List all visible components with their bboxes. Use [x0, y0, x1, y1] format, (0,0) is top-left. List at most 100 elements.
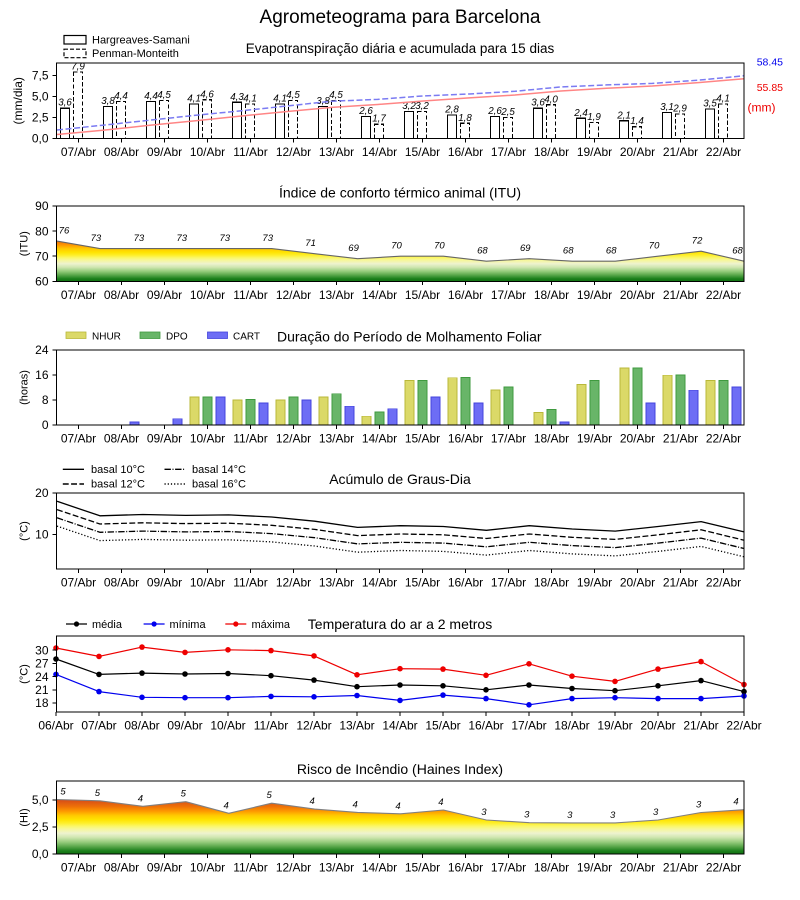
svg-text:4,1: 4,1 — [716, 94, 730, 105]
svg-text:09/Abr: 09/Abr — [147, 145, 182, 159]
svg-text:07/Abr: 07/Abr — [61, 576, 96, 590]
svg-text:68: 68 — [477, 246, 488, 257]
svg-text:basal 16°C: basal 16°C — [192, 479, 246, 491]
svg-text:24: 24 — [35, 670, 49, 684]
svg-text:20/Abr: 20/Abr — [620, 288, 655, 302]
svg-text:3: 3 — [696, 800, 702, 811]
svg-text:08/Abr: 08/Abr — [104, 288, 139, 302]
svg-text:10: 10 — [35, 528, 49, 542]
svg-text:07/Abr: 07/Abr — [81, 719, 116, 733]
svg-text:10/Abr: 10/Abr — [190, 145, 225, 159]
svg-text:55.85: 55.85 — [757, 82, 783, 94]
svg-text:2,1: 2,1 — [616, 110, 631, 121]
svg-text:16/Abr: 16/Abr — [448, 432, 483, 446]
svg-text:máxima: máxima — [252, 619, 291, 631]
svg-text:2,6: 2,6 — [358, 106, 373, 117]
svg-text:76: 76 — [59, 226, 70, 237]
svg-text:10/Abr: 10/Abr — [190, 576, 225, 590]
svg-text:68: 68 — [606, 246, 617, 257]
svg-text:3,2: 3,2 — [415, 101, 429, 112]
svg-text:12/Abr: 12/Abr — [276, 861, 311, 875]
svg-text:5,0: 5,0 — [32, 90, 49, 104]
svg-text:10/Abr: 10/Abr — [190, 432, 225, 446]
svg-text:12/Abr: 12/Abr — [276, 432, 311, 446]
svg-text:4,4: 4,4 — [114, 91, 128, 102]
svg-text:16/Abr: 16/Abr — [448, 288, 483, 302]
svg-text:4,1: 4,1 — [187, 94, 201, 105]
svg-text:10/Abr: 10/Abr — [190, 861, 225, 875]
svg-text:4: 4 — [395, 801, 400, 812]
svg-text:basal 10°C: basal 10°C — [91, 464, 145, 476]
svg-text:18/Abr: 18/Abr — [534, 432, 569, 446]
svg-text:06/Abr: 06/Abr — [38, 719, 73, 733]
svg-text:2,5: 2,5 — [500, 107, 515, 118]
svg-text:72: 72 — [692, 236, 703, 247]
svg-text:4,5: 4,5 — [286, 90, 300, 101]
svg-text:3: 3 — [610, 810, 616, 821]
svg-text:(mm/dia): (mm/dia) — [11, 77, 25, 124]
svg-text:68: 68 — [563, 246, 574, 257]
svg-text:08/Abr: 08/Abr — [124, 719, 159, 733]
svg-text:13/Abr: 13/Abr — [319, 432, 354, 446]
svg-text:15/Abr: 15/Abr — [405, 145, 440, 159]
svg-text:20/Abr: 20/Abr — [640, 719, 675, 733]
svg-text:3: 3 — [653, 807, 659, 818]
svg-text:68: 68 — [732, 246, 743, 257]
svg-text:18/Abr: 18/Abr — [554, 719, 589, 733]
svg-text:15/Abr: 15/Abr — [405, 861, 440, 875]
svg-text:58.45: 58.45 — [757, 57, 783, 69]
svg-text:17/Abr: 17/Abr — [491, 861, 526, 875]
svg-text:7,9: 7,9 — [71, 62, 85, 73]
svg-text:18/Abr: 18/Abr — [534, 861, 569, 875]
svg-text:20/Abr: 20/Abr — [620, 432, 655, 446]
svg-text:4: 4 — [224, 800, 229, 811]
svg-text:08/Abr: 08/Abr — [104, 861, 139, 875]
svg-text:12/Abr: 12/Abr — [276, 288, 311, 302]
svg-text:(horas): (horas) — [19, 370, 31, 405]
svg-text:70: 70 — [649, 241, 660, 252]
svg-text:média: média — [92, 619, 123, 631]
svg-text:4,4: 4,4 — [144, 91, 158, 102]
svg-text:18/Abr: 18/Abr — [534, 576, 569, 590]
svg-text:1,7: 1,7 — [372, 114, 386, 125]
svg-text:60: 60 — [35, 275, 49, 289]
svg-text:2,9: 2,9 — [672, 104, 687, 115]
svg-text:DPO: DPO — [166, 332, 188, 343]
svg-text:12/Abr: 12/Abr — [276, 145, 311, 159]
svg-text:17/Abr: 17/Abr — [491, 432, 526, 446]
svg-text:Evapotranspiração diária e acu: Evapotranspiração diária e acumulada par… — [246, 41, 555, 56]
svg-text:22/Abr: 22/Abr — [726, 719, 761, 733]
svg-text:(mm): (mm) — [748, 100, 776, 114]
svg-text:73: 73 — [177, 233, 188, 244]
svg-text:14/Abr: 14/Abr — [362, 288, 397, 302]
svg-text:30: 30 — [35, 643, 49, 657]
svg-text:14/Abr: 14/Abr — [362, 861, 397, 875]
svg-text:70: 70 — [391, 241, 402, 252]
svg-text:NHUR: NHUR — [92, 332, 121, 343]
svg-text:22/Abr: 22/Abr — [706, 288, 741, 302]
svg-text:17/Abr: 17/Abr — [491, 288, 526, 302]
svg-text:90: 90 — [35, 199, 49, 213]
svg-text:4: 4 — [733, 797, 738, 808]
svg-text:4,1: 4,1 — [273, 94, 287, 105]
svg-text:3,2: 3,2 — [402, 101, 416, 112]
svg-text:3: 3 — [524, 810, 530, 821]
svg-text:Risco de Incêndio (Haines Inde: Risco de Incêndio (Haines Index) — [297, 761, 503, 777]
svg-text:basal 14°C: basal 14°C — [192, 464, 246, 476]
svg-text:09/Abr: 09/Abr — [147, 288, 182, 302]
svg-text:4,5: 4,5 — [329, 90, 343, 101]
svg-text:4,0: 4,0 — [544, 94, 558, 105]
svg-text:19/Abr: 19/Abr — [577, 145, 612, 159]
svg-text:13/Abr: 13/Abr — [319, 576, 354, 590]
svg-text:14/Abr: 14/Abr — [382, 719, 417, 733]
svg-text:13/Abr: 13/Abr — [319, 288, 354, 302]
svg-text:80: 80 — [35, 224, 49, 238]
svg-text:18/Abr: 18/Abr — [534, 288, 569, 302]
svg-text:71: 71 — [305, 238, 316, 249]
svg-text:2,4: 2,4 — [573, 108, 588, 119]
svg-text:4,6: 4,6 — [200, 89, 214, 100]
svg-text:Duração do Período de Molhamen: Duração do Período de Molhamento Foliar — [277, 329, 542, 345]
svg-text:3,1: 3,1 — [660, 102, 674, 113]
svg-text:08/Abr: 08/Abr — [104, 145, 139, 159]
svg-text:21/Abr: 21/Abr — [663, 145, 698, 159]
